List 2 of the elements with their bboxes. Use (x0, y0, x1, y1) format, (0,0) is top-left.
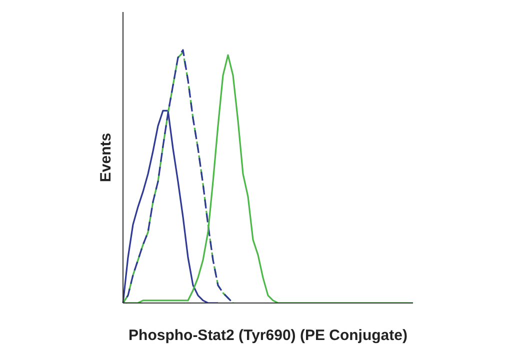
y-axis-title: Events (97, 132, 114, 182)
x-axis-title: Phospho-Stat2 (Tyr690) (PE Conjugate) (128, 327, 408, 344)
